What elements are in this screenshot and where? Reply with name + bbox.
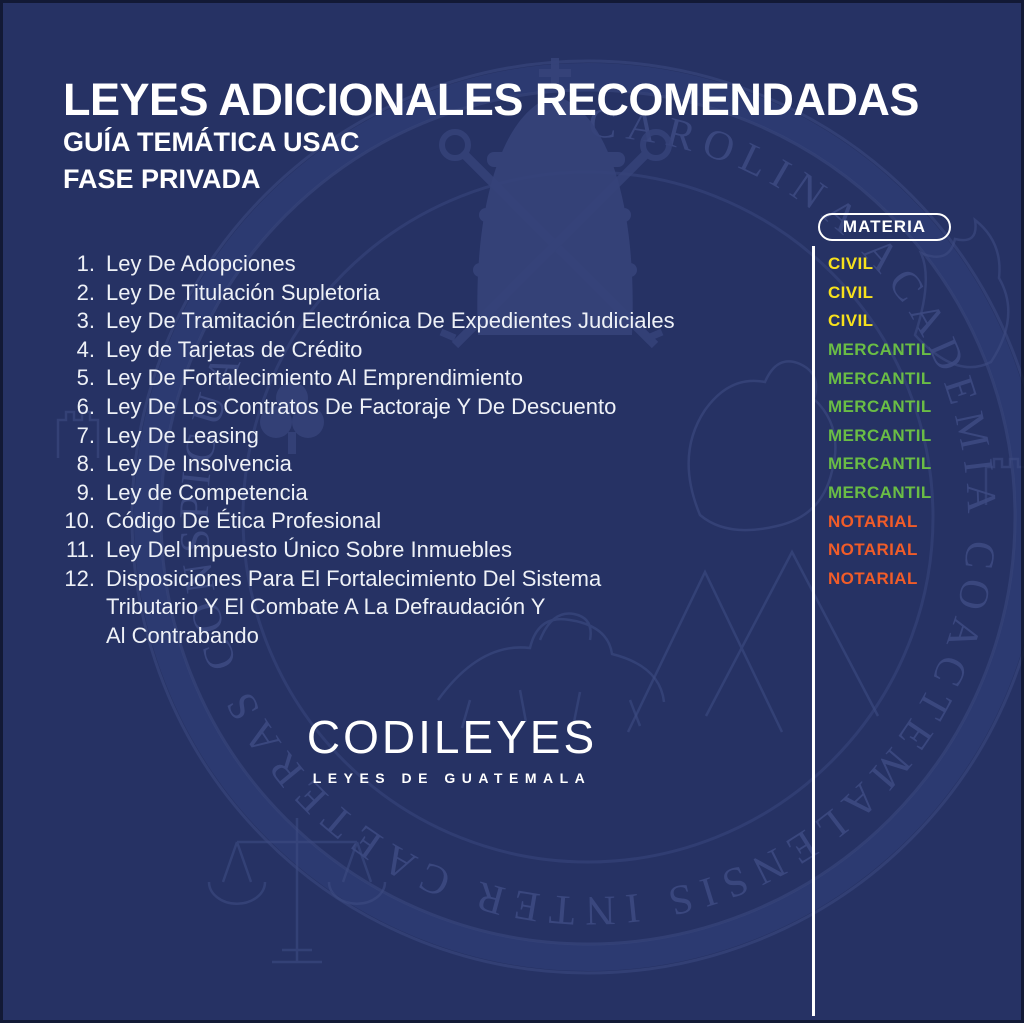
- law-list-item: 10. Código De Ética Profesional: [63, 507, 778, 536]
- page-subtitle-guide: GUÍA TEMÁTICA USAC: [63, 127, 360, 157]
- law-item-name: Ley de Competencia: [106, 479, 308, 505]
- law-item-number: 5.: [76, 365, 95, 391]
- law-item-name: Ley De Fortalecimiento Al Emprendimiento: [106, 365, 523, 391]
- law-list-item: 8. Ley De Insolvencia: [63, 450, 778, 479]
- materia-label-column: CIVIL CIVIL CIVIL MERCANTIL MERCANTIL MERCANT…: [828, 250, 1008, 593]
- materia-label: MERCANTIL: [828, 340, 932, 360]
- materia-label: MERCANTIL: [828, 397, 932, 417]
- law-list-item: 12. Disposiciones Para El Fortalecimiento…: [63, 565, 778, 651]
- law-list-item: 2. Ley De Titulación Supletoria: [63, 279, 778, 308]
- seal-trefoil-icon: [260, 382, 324, 454]
- materia-label: MERCANTIL: [828, 425, 932, 445]
- law-item-number: 7.: [76, 422, 95, 448]
- law-item-number: 1.: [76, 251, 95, 276]
- law-item-name: Disposiciones Para El Fortalecimiento De…: [106, 565, 602, 648]
- materia-header-label: MATERIA: [842, 217, 927, 236]
- law-item-name: Ley de Tarjetas de Crédito: [106, 336, 363, 362]
- materia-label: NOTARIAL: [828, 511, 918, 531]
- law-list-item: 1. Ley De Adopciones: [63, 250, 778, 279]
- law-list-item: 5. Ley De Fortalecimiento Al Emprendimien…: [63, 364, 778, 393]
- seal-rider-icon: [436, 612, 666, 729]
- materia-label: NOTARIAL: [828, 568, 918, 588]
- materia-label: MERCANTIL: [828, 483, 932, 503]
- law-list-item: 11. Ley Del Impuesto Único Sobre Inmueble…: [63, 536, 778, 565]
- law-list-item: 3. Ley De Tramitación Electrónica De Expe…: [63, 307, 778, 336]
- law-item-name: Ley De Insolvencia: [106, 451, 292, 477]
- law-item-name: Ley De Titulación Supletoria: [106, 279, 380, 305]
- law-item-name: Ley Del Impuesto Único Sobre Inmuebles: [106, 536, 512, 562]
- law-item-number: 11.: [66, 536, 95, 562]
- law-item-number: 4.: [76, 336, 95, 362]
- materia-header-badge: MATERIA: [818, 213, 951, 241]
- materia-label: MERCANTIL: [828, 454, 932, 474]
- law-list-item: 4. Ley de Tarjetas de Crédito: [63, 336, 778, 365]
- law-item-name: Ley De Los Contratos De Factoraje Y De D…: [106, 393, 617, 419]
- materia-divider-line: [812, 246, 815, 1016]
- law-item-number: 8.: [76, 451, 95, 477]
- materia-label: NOTARIAL: [828, 540, 918, 560]
- page-subtitle-phase: FASE PRIVADA: [63, 164, 261, 194]
- law-item-name: Código De Ética Profesional: [106, 508, 382, 534]
- seal-keys-icon: [439, 129, 672, 349]
- materia-label: CIVIL: [828, 311, 874, 331]
- materia-label: CIVIL: [828, 282, 874, 302]
- codileyes-logo: CODILEYES LEYES DE GUATEMALA: [282, 714, 622, 786]
- law-list-item: 9. Ley de Competencia: [63, 479, 778, 508]
- law-item-number: 6.: [76, 393, 95, 419]
- law-item-number: 3.: [76, 308, 95, 334]
- law-item-number: 9.: [76, 479, 95, 505]
- logo-tagline: LEYES DE GUATEMALA: [312, 770, 592, 786]
- law-item-name: Ley De Tramitación Electrónica De Expedi…: [106, 308, 675, 334]
- seal-castle-icon: [56, 410, 1024, 505]
- logo-wordmark: CODILEYES: [306, 711, 598, 763]
- law-item-number: 12.: [64, 565, 95, 591]
- law-item-name: Ley De Adopciones: [106, 251, 296, 276]
- law-item-number: 2.: [76, 279, 95, 305]
- materia-label: MERCANTIL: [828, 368, 932, 388]
- law-item-name: Ley De Leasing: [106, 422, 259, 448]
- law-list: 1. Ley De Adopciones 2. Ley De Titulación S…: [63, 250, 778, 650]
- seal-lion-icon: [687, 217, 1010, 532]
- materia-label: CIVIL: [828, 254, 874, 274]
- law-list-item: 7. Ley De Leasing: [63, 422, 778, 451]
- law-item-number: 10.: [64, 508, 95, 534]
- seal-scales-icon: [207, 818, 387, 964]
- law-list-item: 6. Ley De Los Contratos De Factoraje Y De…: [63, 393, 778, 422]
- page-title: LEYES ADICIONALES RECOMENDADAS: [63, 74, 919, 125]
